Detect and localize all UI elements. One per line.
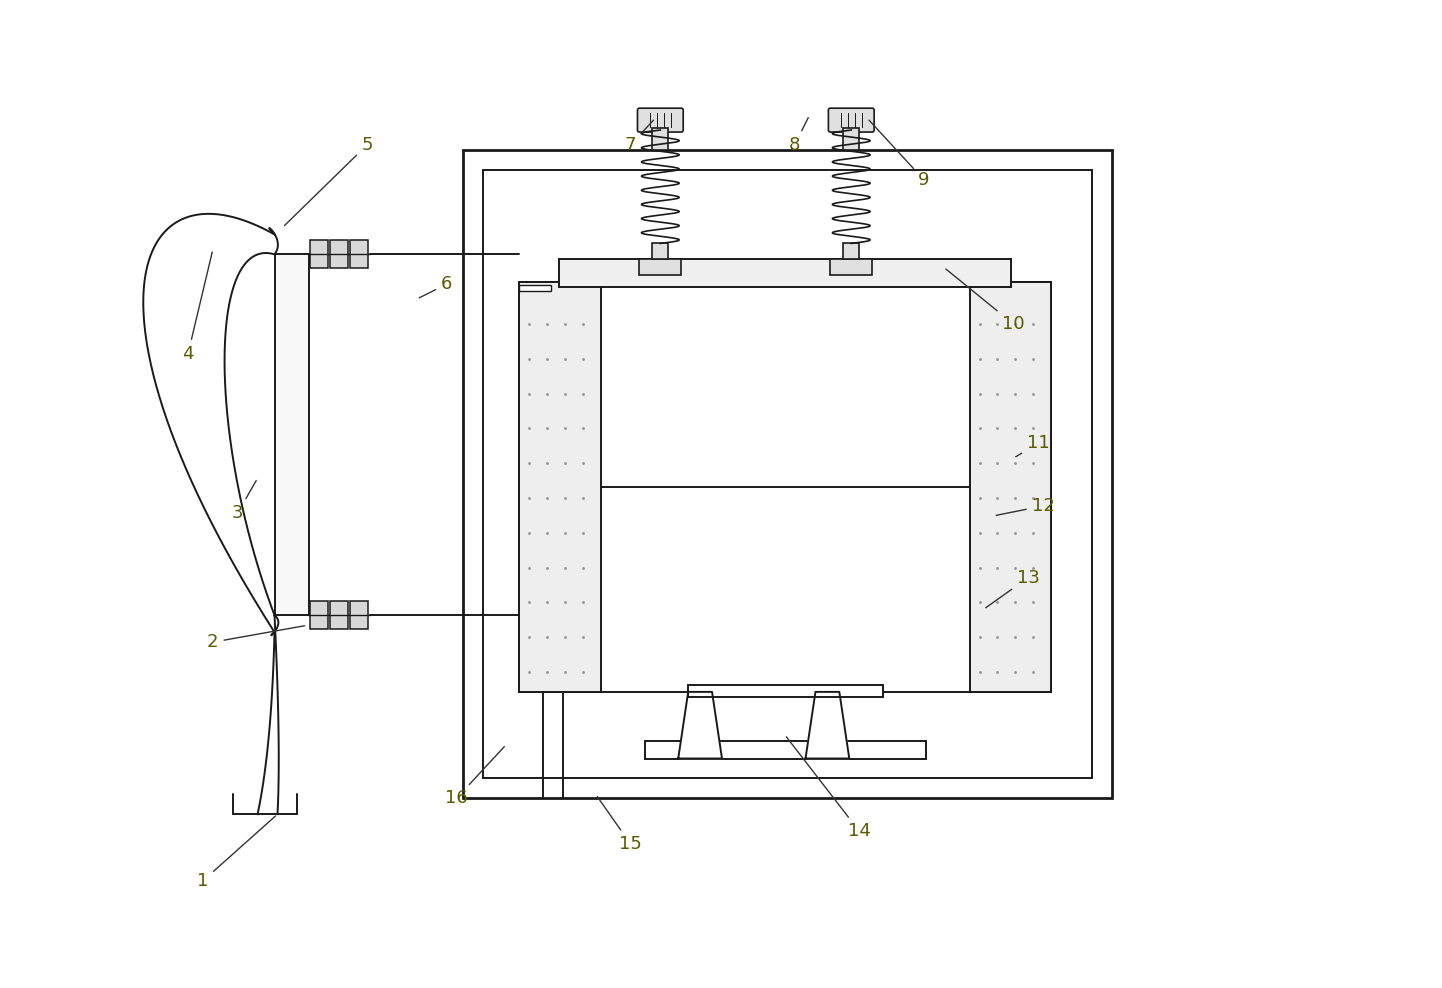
Bar <box>844 243 859 259</box>
Text: 8: 8 <box>789 118 809 154</box>
Text: 1: 1 <box>198 816 275 890</box>
Text: 13: 13 <box>986 568 1040 608</box>
Text: 11: 11 <box>1015 435 1050 456</box>
Text: 12: 12 <box>996 497 1054 516</box>
Bar <box>559 259 1011 288</box>
Bar <box>310 602 329 629</box>
Bar <box>831 259 872 276</box>
Text: 3: 3 <box>232 480 257 522</box>
Bar <box>350 602 368 629</box>
FancyBboxPatch shape <box>637 108 684 132</box>
Text: 4: 4 <box>182 252 212 363</box>
Polygon shape <box>806 692 849 759</box>
Bar <box>330 602 348 629</box>
Bar <box>646 741 926 759</box>
Text: 10: 10 <box>946 269 1025 333</box>
Bar <box>844 128 859 150</box>
Text: 15: 15 <box>597 796 642 853</box>
Text: 2: 2 <box>208 625 304 651</box>
Bar <box>463 150 1112 798</box>
Bar <box>969 283 1051 692</box>
Bar <box>639 259 681 276</box>
Text: 7: 7 <box>624 121 653 154</box>
Bar <box>274 254 310 616</box>
Bar <box>519 286 551 291</box>
Bar <box>519 283 1051 692</box>
Bar <box>519 283 601 692</box>
Bar <box>483 170 1092 779</box>
Bar <box>652 243 668 259</box>
Text: 14: 14 <box>786 737 871 840</box>
Polygon shape <box>678 692 722 759</box>
Bar <box>310 240 329 269</box>
Bar <box>688 685 883 697</box>
Bar <box>330 240 348 269</box>
Bar <box>350 240 368 269</box>
Text: 9: 9 <box>870 121 930 189</box>
Text: 16: 16 <box>446 747 505 807</box>
Text: 5: 5 <box>284 136 372 225</box>
Text: 6: 6 <box>420 276 453 297</box>
Bar <box>652 128 668 150</box>
FancyBboxPatch shape <box>828 108 874 132</box>
